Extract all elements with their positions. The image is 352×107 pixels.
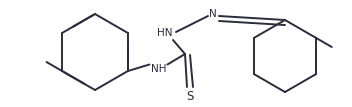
- Text: HN: HN: [157, 28, 173, 38]
- Text: NH: NH: [151, 65, 166, 74]
- Text: S: S: [186, 91, 194, 103]
- Text: N: N: [209, 9, 217, 19]
